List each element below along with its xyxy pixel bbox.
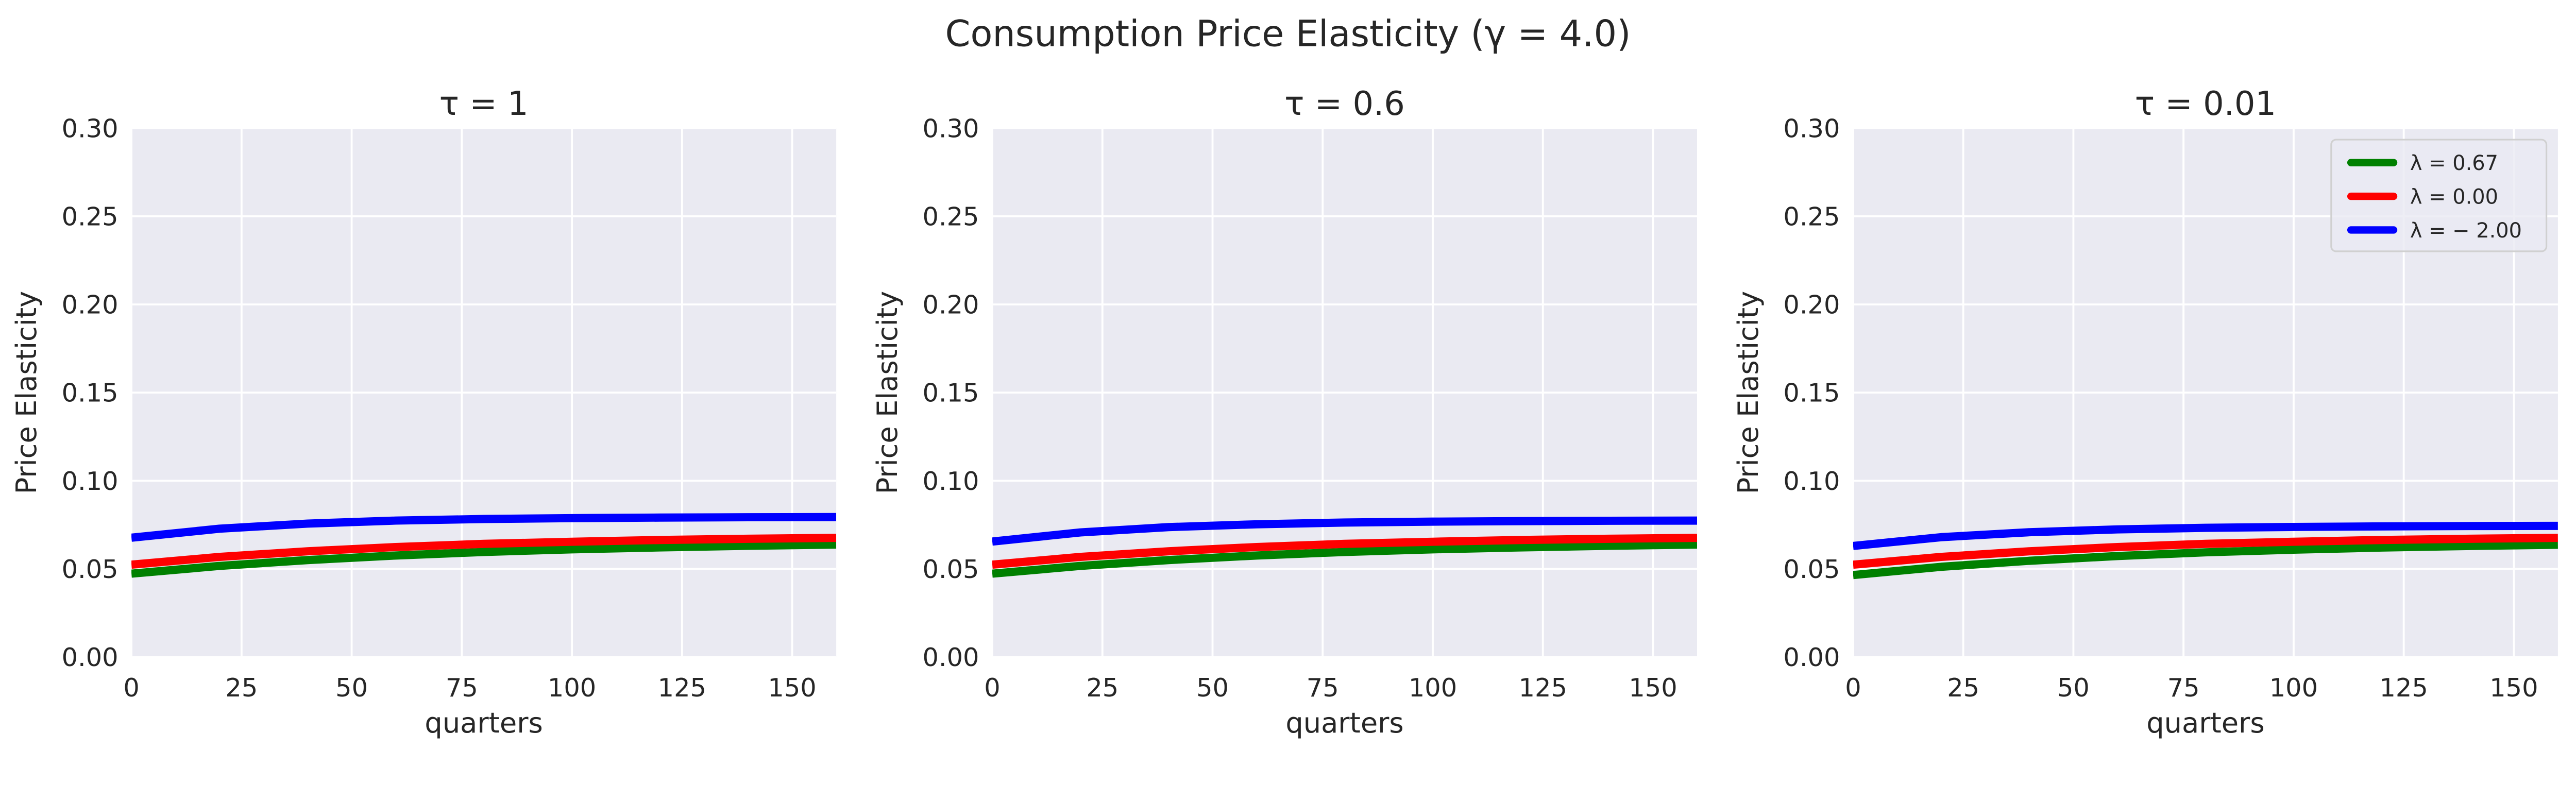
series-line-2	[131, 534, 837, 569]
x-tick-label: 100	[2269, 673, 2318, 703]
y-tick-label: 0.15	[922, 378, 979, 408]
legend: λ = 0.67 λ = 0.00 λ = − 2.00	[2330, 139, 2548, 252]
x-tick-label: 150	[2489, 673, 2538, 703]
x-tick-label: 75	[446, 673, 478, 703]
x-tick-label: 0	[123, 673, 139, 703]
y-tick-label: 0.30	[922, 113, 979, 143]
y-tick-label: 0.00	[62, 642, 118, 672]
x-axis-label: quarters	[2146, 707, 2264, 739]
figure: Consumption Price Elasticity (γ = 4.0) 0…	[10, 12, 2558, 739]
y-tick-label: 0.10	[62, 466, 118, 496]
x-tick-label: 125	[2380, 673, 2428, 703]
y-tick-label: 0.00	[922, 642, 979, 672]
x-tick-label: 150	[768, 673, 816, 703]
figure-title: Consumption Price Elasticity (γ = 4.0)	[945, 12, 1631, 55]
y-tick-label: 0.30	[1783, 113, 1840, 143]
x-tick-label: 75	[2167, 673, 2200, 703]
y-tick-label: 0.20	[922, 290, 979, 320]
x-tick-label: 150	[1629, 673, 1677, 703]
y-tick-label: 0.20	[62, 290, 118, 320]
x-tick-label: 100	[1409, 673, 1457, 703]
panel-title: τ = 1	[439, 85, 529, 123]
x-tick-label: 50	[2057, 673, 2090, 703]
y-tick-label: 0.25	[1783, 201, 1840, 231]
y-tick-label: 0.05	[62, 554, 118, 584]
legend-label-3: λ = − 2.00	[2410, 219, 2522, 243]
legend-label-2: λ = 0.00	[2410, 185, 2498, 209]
series-line-3	[1853, 521, 2558, 550]
x-tick-label: 125	[658, 673, 706, 703]
y-axis-label: Price Elasticity	[871, 291, 904, 495]
x-tick-label: 100	[548, 673, 596, 703]
y-tick-label: 0.25	[62, 201, 118, 231]
y-tick-label: 0.05	[1783, 554, 1840, 584]
y-tick-label: 0.20	[1783, 290, 1840, 320]
y-tick-label: 0.30	[62, 113, 118, 143]
series-line-1	[1853, 540, 2558, 580]
y-tick-label: 0.10	[1783, 466, 1840, 496]
y-axis-label: Price Elasticity	[10, 291, 43, 495]
y-tick-label: 0.10	[922, 466, 979, 496]
y-tick-label: 0.25	[922, 201, 979, 231]
panel-title: τ = 0.01	[2135, 85, 2276, 123]
panel-title: τ = 0.6	[1284, 85, 1405, 123]
panel-2: 0 25 50 75 100 125 150 0.00 0.05 0.10 0.15 0.20 0.25…	[871, 85, 1698, 739]
x-tick-label: 50	[1196, 673, 1229, 703]
series-line-1	[992, 540, 1698, 578]
x-axis-label: quarters	[425, 707, 543, 739]
y-axis-label: Price Elasticity	[1732, 291, 1765, 495]
series-line-2	[1853, 534, 2558, 569]
y-tick-label: 0.15	[62, 378, 118, 408]
x-tick-label: 125	[1519, 673, 1567, 703]
panel-3: 0 25 50 75 100 125 150 0.00 0.05 0.10 0.15 0.20 0.25…	[1732, 85, 2558, 739]
y-tick-label: 0.00	[1783, 642, 1840, 672]
series-line-1	[131, 540, 837, 578]
legend-label-1: λ = 0.67	[2410, 151, 2498, 175]
x-tick-label: 25	[1947, 673, 1979, 703]
x-tick-label: 0	[984, 673, 1000, 703]
x-tick-label: 0	[1845, 673, 1861, 703]
y-tick-label: 0.15	[1783, 378, 1840, 408]
legend-box	[2330, 139, 2548, 252]
x-axis-label: quarters	[1285, 707, 1403, 739]
y-tick-label: 0.05	[922, 554, 979, 584]
series-line-2	[992, 534, 1698, 569]
series-line-3	[992, 516, 1698, 546]
x-tick-label: 75	[1307, 673, 1339, 703]
panels: 0 25 50 75 100 125 150 0.00 0.05 0.10 0.15 0.20 0.25…	[10, 85, 2558, 739]
x-tick-label: 25	[225, 673, 258, 703]
x-tick-label: 25	[1086, 673, 1118, 703]
series-line-3	[131, 513, 837, 542]
x-tick-label: 50	[335, 673, 368, 703]
panel-1: 0 25 50 75 100 125 150 0.00 0.05 0.10 0.15 0.20 0.25…	[10, 85, 837, 739]
